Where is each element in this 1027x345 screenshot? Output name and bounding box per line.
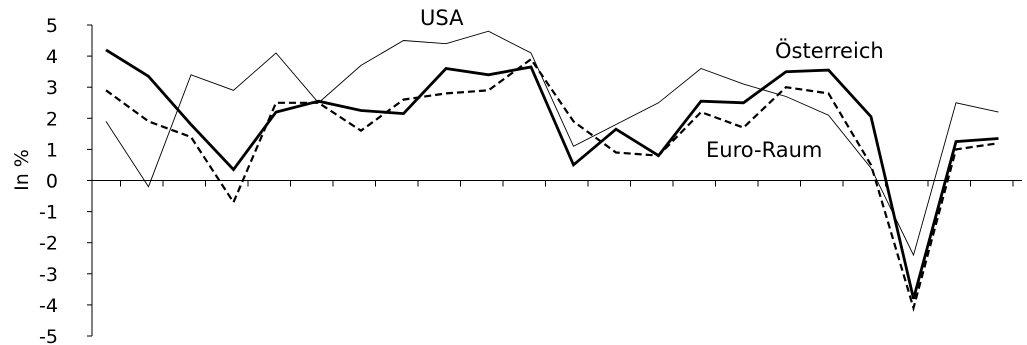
y-tick-label: -4: [39, 295, 58, 317]
y-tick-label: 0: [46, 171, 58, 193]
series-label-usa: USA: [420, 6, 464, 30]
series-labels: USA Österreich Euro-Raum: [420, 6, 884, 162]
y-tick-label: 4: [46, 46, 58, 68]
y-tick-label: -1: [39, 202, 58, 224]
y-tick-label: -2: [39, 233, 58, 255]
y-axis: 5 4 3 2 1 0 -1 -2 -3 -4 -5: [39, 15, 93, 345]
y-tick-label: 3: [46, 77, 58, 99]
y-tick-label: 2: [46, 108, 58, 130]
series-label--sterreich: Österreich: [775, 38, 884, 63]
series-line--sterreich: [105, 48, 999, 300]
y-tick-label: 1: [46, 139, 58, 161]
series-line-euro-raum: [105, 57, 999, 313]
series-line-usa: [105, 30, 999, 257]
y-tick-label: -3: [39, 264, 58, 286]
series-group: [105, 30, 999, 313]
x-axis: [92, 180, 1022, 187]
y-tick-label: 5: [46, 15, 58, 37]
y-axis-label: In %: [11, 149, 33, 191]
series-label-euro-raum: Euro-Raum: [706, 138, 822, 162]
y-tick-label: -5: [39, 326, 58, 345]
